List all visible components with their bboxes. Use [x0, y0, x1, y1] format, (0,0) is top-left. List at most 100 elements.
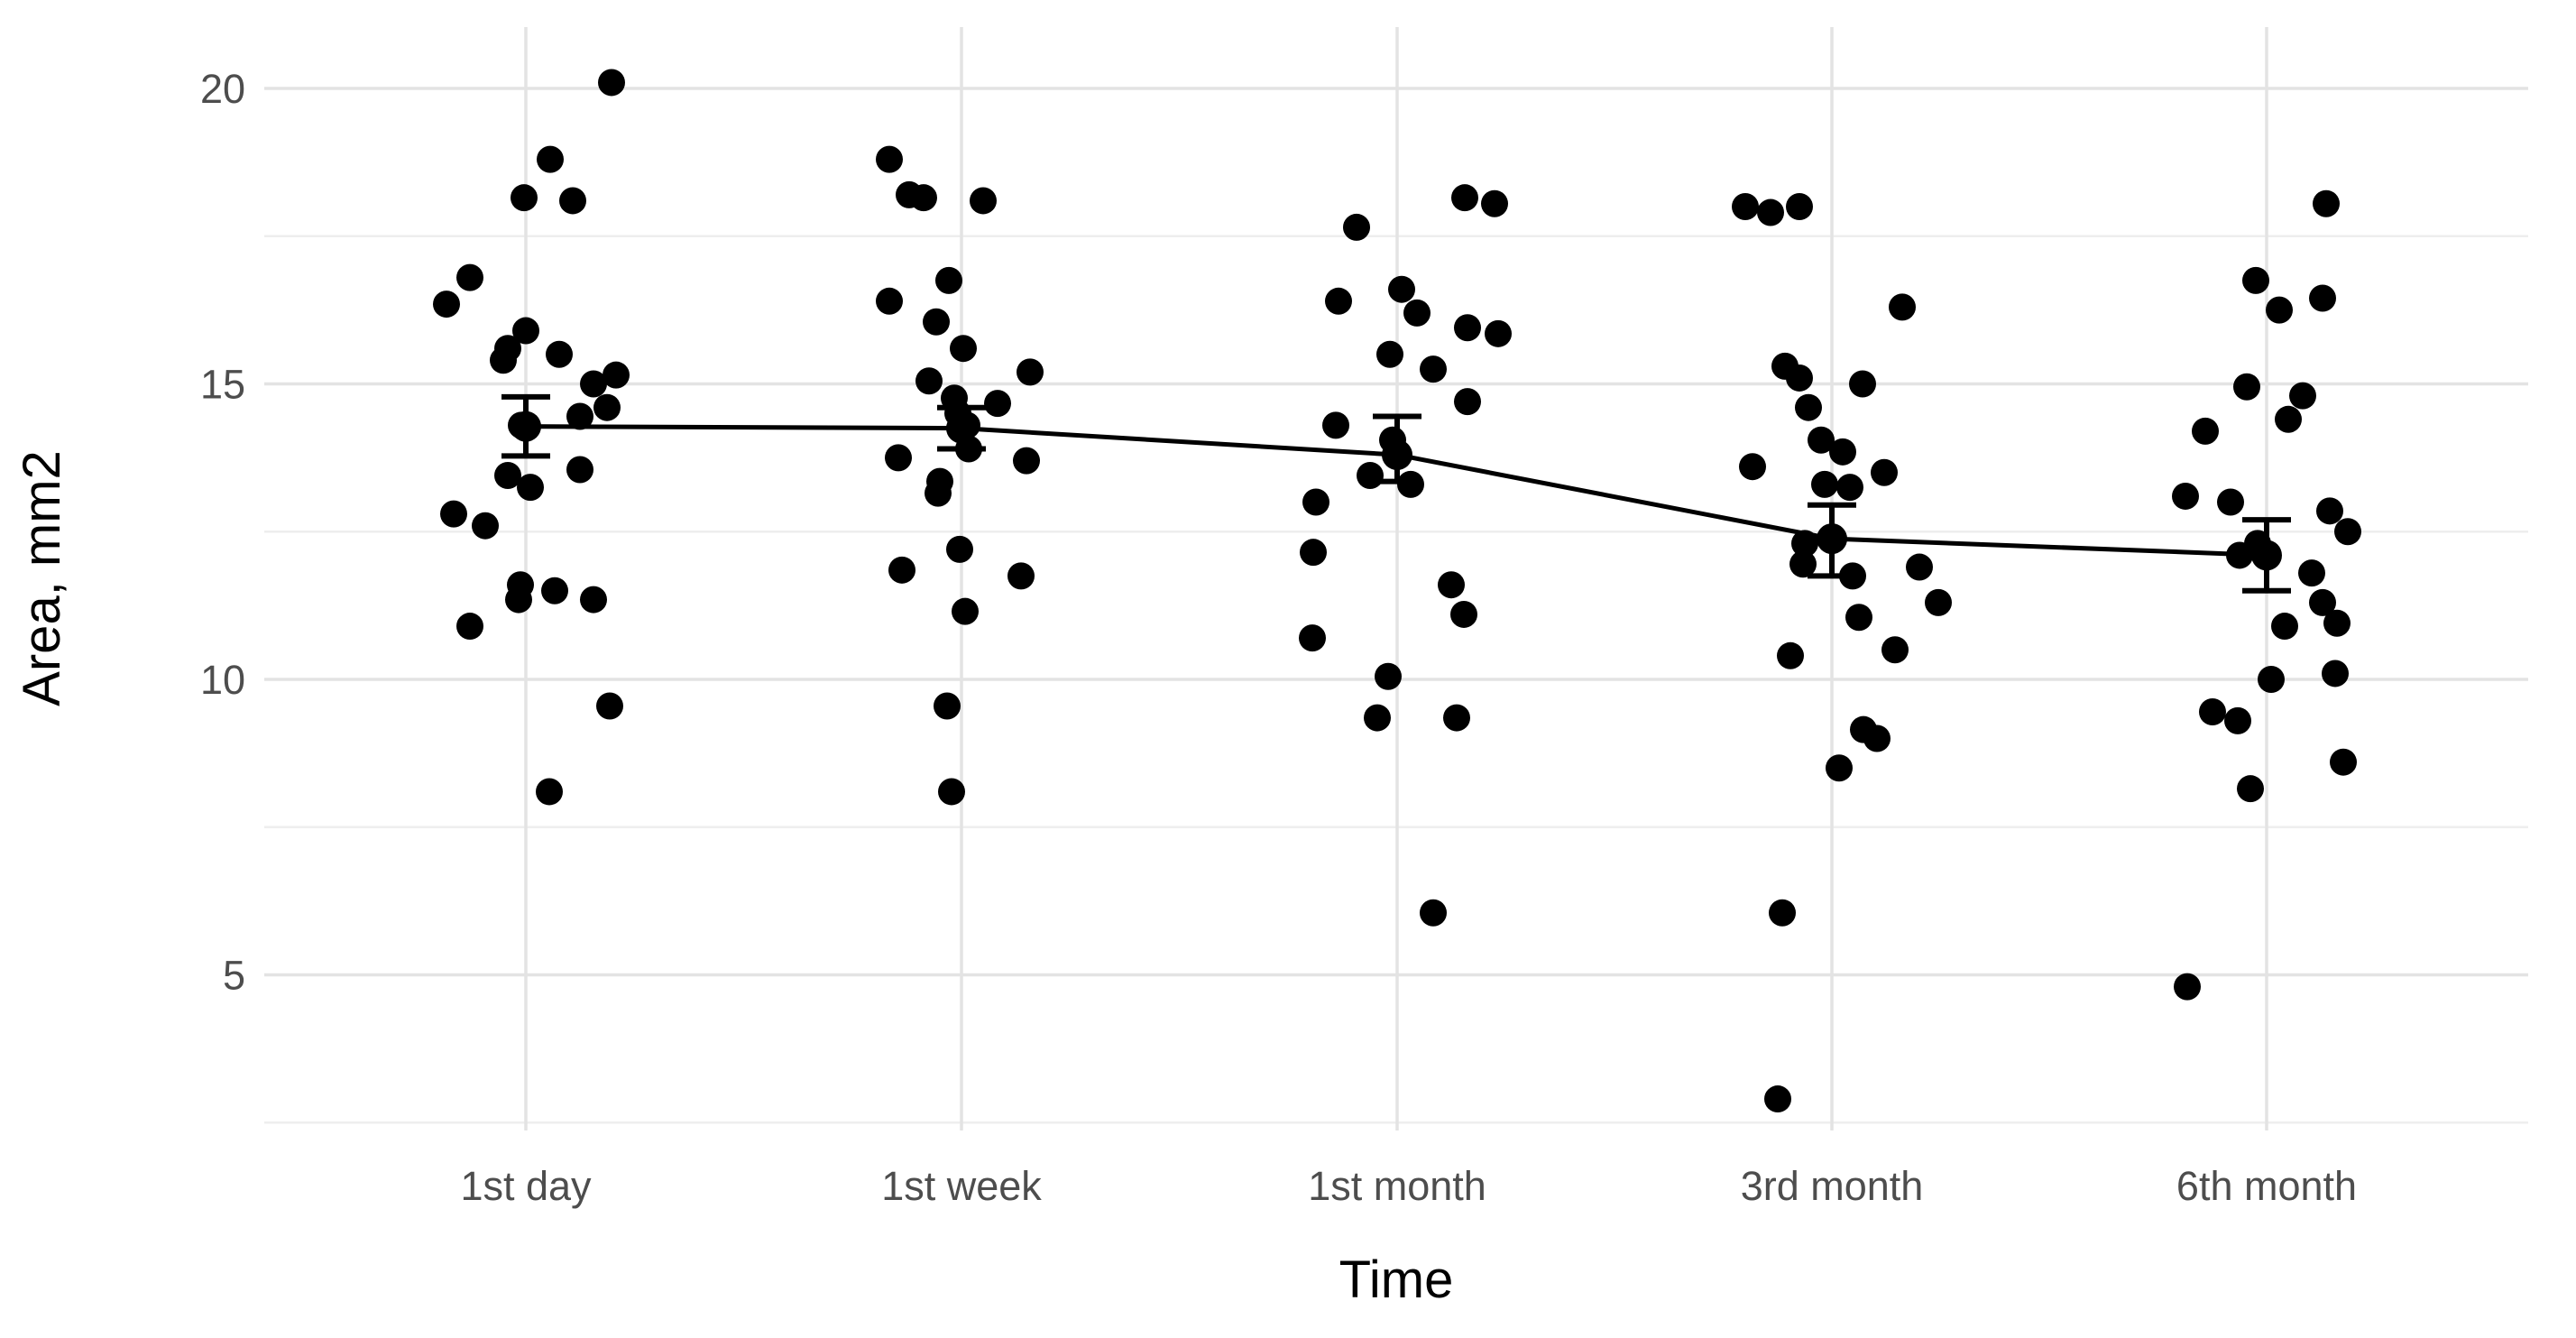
data-point [1757, 198, 1784, 226]
data-point [494, 462, 521, 490]
data-point [1764, 1085, 1791, 1113]
y-tick-label: 10 [200, 657, 245, 703]
data-point [2242, 266, 2269, 294]
data-point [1357, 462, 1384, 490]
gridlines-major [264, 27, 2528, 1130]
data-point [2258, 666, 2285, 693]
data-points [433, 69, 2361, 1113]
data-point [1829, 438, 1856, 466]
data-point [1300, 539, 1327, 567]
data-point [925, 479, 952, 507]
data-point [2316, 497, 2343, 525]
data-point [970, 187, 997, 215]
data-point [950, 335, 977, 363]
data-point [2309, 588, 2336, 616]
data-point [2271, 613, 2298, 641]
data-point [934, 692, 961, 720]
data-point [1007, 562, 1035, 590]
data-point [1325, 287, 1352, 315]
data-point [2266, 296, 2293, 324]
data-point [2323, 609, 2351, 637]
data-point [2334, 518, 2361, 546]
data-point [1302, 488, 1329, 516]
data-point [2192, 417, 2219, 445]
data-point [1438, 571, 1465, 599]
point-group-1st-week [876, 145, 1044, 806]
data-point [2199, 698, 2226, 726]
x-tick-label: 1st month [1308, 1163, 1486, 1209]
data-point [1739, 453, 1766, 481]
data-point [2275, 405, 2302, 433]
x-tick-label: 1st week [881, 1163, 1042, 1209]
data-point [1836, 474, 1863, 502]
data-point [888, 556, 915, 584]
data-point [1845, 604, 1872, 632]
data-point [2217, 488, 2244, 516]
data-point [923, 308, 950, 336]
x-tick-label: 3rd month [1741, 1163, 1924, 1209]
data-point [433, 291, 460, 318]
mean-dots [511, 411, 2282, 571]
data-point [935, 266, 962, 294]
data-point [1375, 662, 1402, 690]
data-point [1397, 470, 1424, 498]
data-point [2313, 189, 2340, 217]
mean-point [1382, 439, 1412, 471]
data-point [1849, 370, 1876, 398]
data-point [580, 586, 607, 614]
point-group-3rd-month [1732, 193, 1952, 1113]
data-point [517, 474, 544, 502]
data-point [1925, 588, 1952, 616]
data-point [2309, 284, 2336, 312]
data-point [440, 500, 467, 528]
data-point [505, 586, 532, 614]
mean-point [946, 412, 977, 444]
point-group-1st-month [1299, 184, 1512, 927]
mean-point [2251, 540, 2282, 571]
data-point [1786, 193, 1813, 220]
y-tick-label: 5 [223, 953, 245, 999]
data-point [456, 263, 483, 291]
data-point [910, 184, 937, 212]
data-point [541, 577, 568, 604]
data-point [2322, 660, 2349, 687]
data-point [984, 390, 1011, 418]
data-point [1795, 393, 1822, 421]
data-point [1777, 641, 1804, 669]
data-point [1420, 899, 1447, 927]
y-axis-tick-labels: 5 10 15 20 [200, 66, 245, 999]
data-point [915, 367, 943, 395]
data-point [1871, 458, 1898, 486]
data-point [1343, 213, 1370, 241]
x-axis-tick-labels: 1st day 1st week 1st month 3rd month 6th mon… [460, 1163, 2357, 1209]
data-point [2172, 482, 2199, 510]
data-point [876, 287, 903, 315]
data-point [938, 778, 965, 806]
data-point [566, 402, 593, 430]
data-point [1443, 704, 1470, 732]
data-point [1322, 411, 1349, 439]
data-point [1485, 319, 1512, 347]
data-point [2233, 373, 2260, 401]
data-point [2289, 382, 2316, 410]
data-point [1732, 193, 1759, 220]
data-point [511, 184, 538, 212]
data-point [1786, 364, 1813, 392]
data-point [593, 393, 621, 421]
x-tick-label: 1st day [460, 1163, 592, 1209]
data-point [1811, 470, 1838, 498]
x-tick-label: 6th month [2176, 1163, 2357, 1209]
data-point [1388, 275, 1415, 303]
data-point [472, 512, 499, 540]
error-bars [501, 393, 2291, 594]
data-point [885, 444, 912, 472]
data-point [2330, 748, 2357, 776]
data-point [1450, 600, 1477, 628]
data-point [1403, 299, 1431, 327]
data-point [1863, 724, 1891, 752]
data-point [946, 535, 973, 563]
data-point [1299, 624, 1326, 652]
data-point [1889, 293, 1916, 321]
data-point [1906, 553, 1933, 581]
data-point [456, 613, 483, 641]
